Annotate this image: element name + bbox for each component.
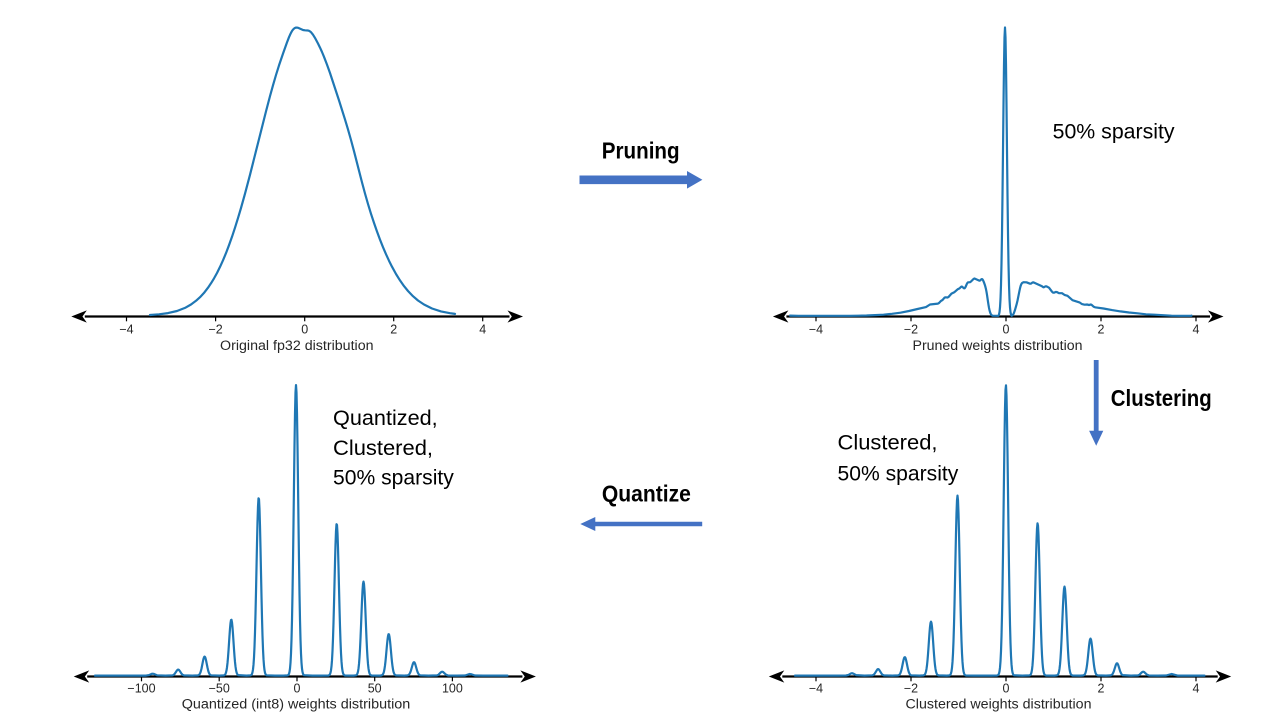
- svg-text:2: 2: [390, 323, 397, 337]
- svg-text:4: 4: [1193, 682, 1200, 696]
- svg-text:Pruning: Pruning: [602, 137, 680, 163]
- svg-text:Pruned weights distribution: Pruned weights distribution: [913, 338, 1083, 353]
- svg-text:Quantized (int8) weights distr: Quantized (int8) weights distribution: [182, 697, 411, 712]
- svg-text:−50: −50: [209, 682, 230, 696]
- svg-text:Original fp32 distribution: Original fp32 distribution: [220, 338, 374, 353]
- svg-text:50% sparsity: 50% sparsity: [333, 466, 454, 489]
- svg-text:−4: −4: [809, 323, 823, 337]
- svg-text:−2: −2: [904, 682, 918, 696]
- svg-text:50% sparsity: 50% sparsity: [838, 463, 959, 486]
- svg-text:Clustered weights distribution: Clustered weights distribution: [906, 697, 1092, 712]
- svg-text:−2: −2: [904, 323, 918, 337]
- svg-text:50: 50: [368, 682, 382, 696]
- svg-text:2: 2: [1098, 682, 1105, 696]
- svg-text:4: 4: [479, 323, 486, 337]
- svg-text:Quantize: Quantize: [602, 481, 691, 507]
- svg-text:Clustering: Clustering: [1111, 385, 1212, 411]
- svg-text:50% sparsity: 50% sparsity: [1053, 120, 1176, 143]
- svg-text:Clustered,: Clustered,: [838, 432, 938, 455]
- svg-text:−100: −100: [127, 682, 155, 696]
- svg-text:4: 4: [1193, 323, 1200, 337]
- svg-text:−4: −4: [809, 682, 823, 696]
- svg-text:0: 0: [1003, 682, 1010, 696]
- svg-text:2: 2: [1098, 323, 1105, 337]
- svg-text:−2: −2: [208, 323, 222, 337]
- svg-text:100: 100: [442, 682, 463, 696]
- svg-text:0: 0: [301, 323, 308, 337]
- svg-text:Clustered,: Clustered,: [333, 437, 433, 460]
- svg-text:0: 0: [294, 682, 301, 696]
- svg-text:0: 0: [1003, 323, 1010, 337]
- svg-text:−4: −4: [119, 323, 133, 337]
- svg-text:Quantized,: Quantized,: [333, 407, 438, 430]
